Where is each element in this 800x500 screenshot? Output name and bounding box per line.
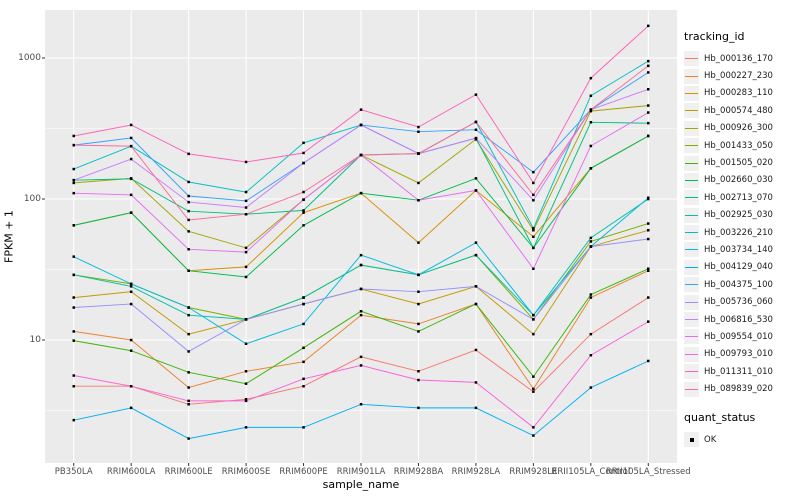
legend-entry: Hb_000283_110: [684, 85, 800, 102]
legend-entry-label: Hb_000227_230: [704, 71, 773, 82]
legend-line-swatch: [684, 51, 699, 67]
ok-point-icon: [684, 432, 699, 447]
x-tick-label: PB350LA: [54, 467, 93, 477]
legend-entry: Hb_002925_030: [684, 207, 800, 224]
legend-entry: Hb_003226_210: [684, 224, 800, 241]
legend-entry: Hb_004129_040: [684, 259, 800, 276]
legend-entry-label: Hb_011311_010: [704, 366, 773, 377]
legend: tracking_id Hb_000136_170 Hb_000227_230 Hb…: [684, 30, 800, 448]
legend-entry-label: Hb_000283_110: [704, 88, 773, 99]
legend-line-swatch: [684, 364, 699, 380]
legend-entry-label: Hb_002660_030: [704, 175, 773, 186]
legend-entry-label: Hb_001505_020: [704, 158, 773, 169]
legend-section-quant-status: quant_status OK: [684, 411, 800, 448]
legend-entry: Hb_006816_530: [684, 311, 800, 328]
legend-line-swatch: [684, 120, 699, 136]
legend-entry-label: Hb_006816_530: [704, 314, 773, 325]
legend-line-swatch: [684, 85, 699, 101]
legend-entry: Hb_011311_010: [684, 363, 800, 380]
legend-line-swatch: [684, 225, 699, 241]
x-axis-title: sample_name: [322, 478, 400, 491]
legend-line-swatch: [684, 277, 699, 293]
x-tick-label: RRIM901LA: [336, 467, 386, 477]
x-tick-label: RRIM600PE: [279, 467, 328, 477]
legend-entry-label: Hb_000136_170: [704, 53, 773, 64]
legend-entry: Hb_004375_100: [684, 276, 800, 293]
legend-entry-label: Hb_002925_030: [704, 210, 773, 221]
legend-entry-label: Hb_004129_040: [704, 262, 773, 273]
legend-line-swatch: [684, 103, 699, 119]
legend-line-swatch: [684, 155, 699, 171]
y-tick-label: 1000: [18, 52, 41, 63]
legend-entry-label: Hb_003226_210: [704, 227, 773, 238]
legend-entry-label: Hb_000926_300: [704, 123, 773, 134]
legend-entry-label: Hb_004375_100: [704, 279, 773, 290]
legend-entry-label: Hb_002713_070: [704, 192, 773, 203]
legend-line-swatch: [684, 138, 699, 154]
x-tick-label: RRII105LA_Stressed: [605, 467, 691, 477]
x-tick-label: RRIM600LA: [106, 467, 156, 477]
legend-entry-label: Hb_001433_050: [704, 140, 773, 151]
legend-line-swatch: [684, 312, 699, 328]
legend-line-swatch: [684, 294, 699, 310]
y-axis-title: FPKM + 1: [2, 210, 16, 263]
legend-line-swatch: [684, 172, 699, 188]
x-tick-label: RRII105LA_Control: [551, 467, 631, 477]
legend-line-swatch: [684, 190, 699, 206]
legend-entry: Hb_000574_480: [684, 102, 800, 119]
x-tick-label: RRIM600SE: [221, 467, 271, 477]
legend-entry: Hb_000926_300: [684, 120, 800, 137]
legend-line-swatch: [684, 329, 699, 345]
legend-entry: Hb_002660_030: [684, 172, 800, 189]
y-tick-label: 100: [23, 193, 41, 204]
legend-entry: Hb_000227_230: [684, 67, 800, 84]
legend-entry-label: Hb_089839_020: [704, 384, 773, 395]
legend-title-quant-status: quant_status: [684, 410, 756, 424]
legend-entry: Hb_009554_010: [684, 328, 800, 345]
legend-entry-label: Hb_005736_060: [704, 297, 773, 308]
legend-line-swatch: [684, 207, 699, 223]
legend-entry: Hb_009793_010: [684, 346, 800, 363]
legend-entry: Hb_001505_020: [684, 154, 800, 171]
x-tick-label: RRIM928BA: [393, 467, 444, 477]
legend-entry-label: Hb_009793_010: [704, 349, 773, 360]
y-tick-label: 10: [29, 334, 41, 345]
legend-title-tracking-id: tracking_id: [684, 30, 745, 43]
x-tick-label: RRIM928LE: [509, 467, 558, 477]
legend-entries: Hb_000136_170 Hb_000227_230 Hb_000283_110 H…: [684, 50, 800, 398]
legend-entry: Hb_005736_060: [684, 293, 800, 310]
legend-entry: Hb_002713_070: [684, 189, 800, 206]
legend-line-swatch: [684, 68, 699, 84]
legend-entry-label: OK: [704, 434, 717, 445]
legend-entry-ok: OK: [684, 431, 800, 448]
x-tick-label: RRIM600LE: [164, 467, 213, 477]
legend-entry-label: Hb_003734_140: [704, 244, 773, 255]
legend-entry: Hb_000136_170: [684, 50, 800, 67]
legend-line-swatch: [684, 242, 699, 258]
x-tick-label: RRIM928LA: [451, 467, 501, 477]
legend-entry-label: Hb_009554_010: [704, 331, 773, 342]
legend-line-swatch: [684, 346, 699, 362]
legend-entry-label: Hb_000574_480: [704, 105, 773, 116]
legend-entry: Hb_003734_140: [684, 241, 800, 258]
legend-entry: Hb_001433_050: [684, 137, 800, 154]
legend-entry: Hb_089839_020: [684, 380, 800, 397]
legend-line-swatch: [684, 381, 699, 397]
legend-line-swatch: [684, 259, 699, 275]
